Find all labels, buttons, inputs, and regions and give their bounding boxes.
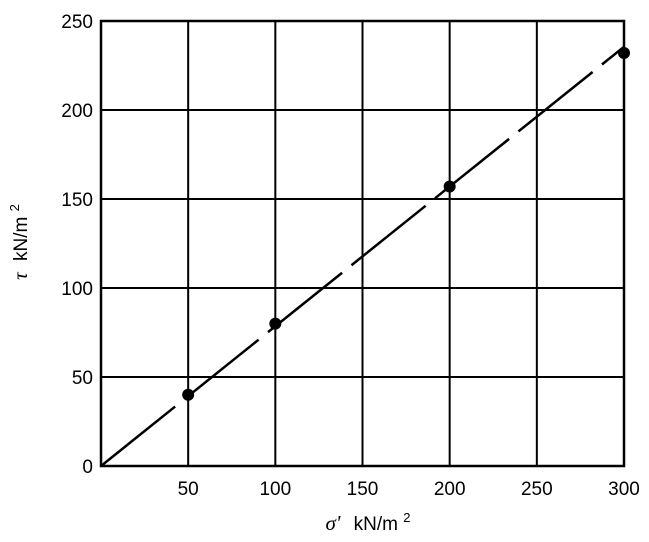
data-point [618, 47, 630, 60]
y-tick-label: 200 [61, 101, 93, 122]
data-point [269, 317, 282, 330]
grid-lines [101, 21, 624, 466]
x-tick-label: 150 [347, 479, 379, 500]
y-axis-label: τ kN/m 2 [7, 204, 32, 280]
x-axis-unit-exponent: 2 [403, 510, 410, 525]
y-tick-label: 100 [61, 279, 93, 300]
plot-frame [99, 19, 626, 468]
x-tick-label: 200 [434, 479, 466, 500]
x-tick-labels: 50 100 150 200 250 300 [178, 479, 640, 500]
data-points [182, 47, 630, 401]
x-axis-label: σ' kN/m 2 [326, 510, 411, 535]
data-point [182, 388, 195, 401]
x-axis-unit: kN/m [354, 514, 398, 535]
x-tick-label: 50 [178, 479, 199, 500]
y-tick-labels: 0 50 100 150 200 250 [61, 12, 93, 478]
y-axis-unit-exponent: 2 [7, 204, 22, 211]
y-tick-label: 150 [61, 190, 93, 211]
y-axis-unit: kN/m [11, 217, 32, 261]
x-tick-label: 100 [259, 479, 291, 500]
x-axis-symbol: σ' [326, 511, 341, 535]
y-tick-label: 0 [82, 457, 93, 478]
y-tick-label: 50 [72, 368, 93, 389]
y-tick-label: 250 [61, 12, 93, 33]
x-tick-label: 300 [608, 479, 640, 500]
x-tick-label: 250 [521, 479, 553, 500]
y-axis-symbol: τ [8, 271, 32, 280]
data-point [443, 180, 456, 193]
